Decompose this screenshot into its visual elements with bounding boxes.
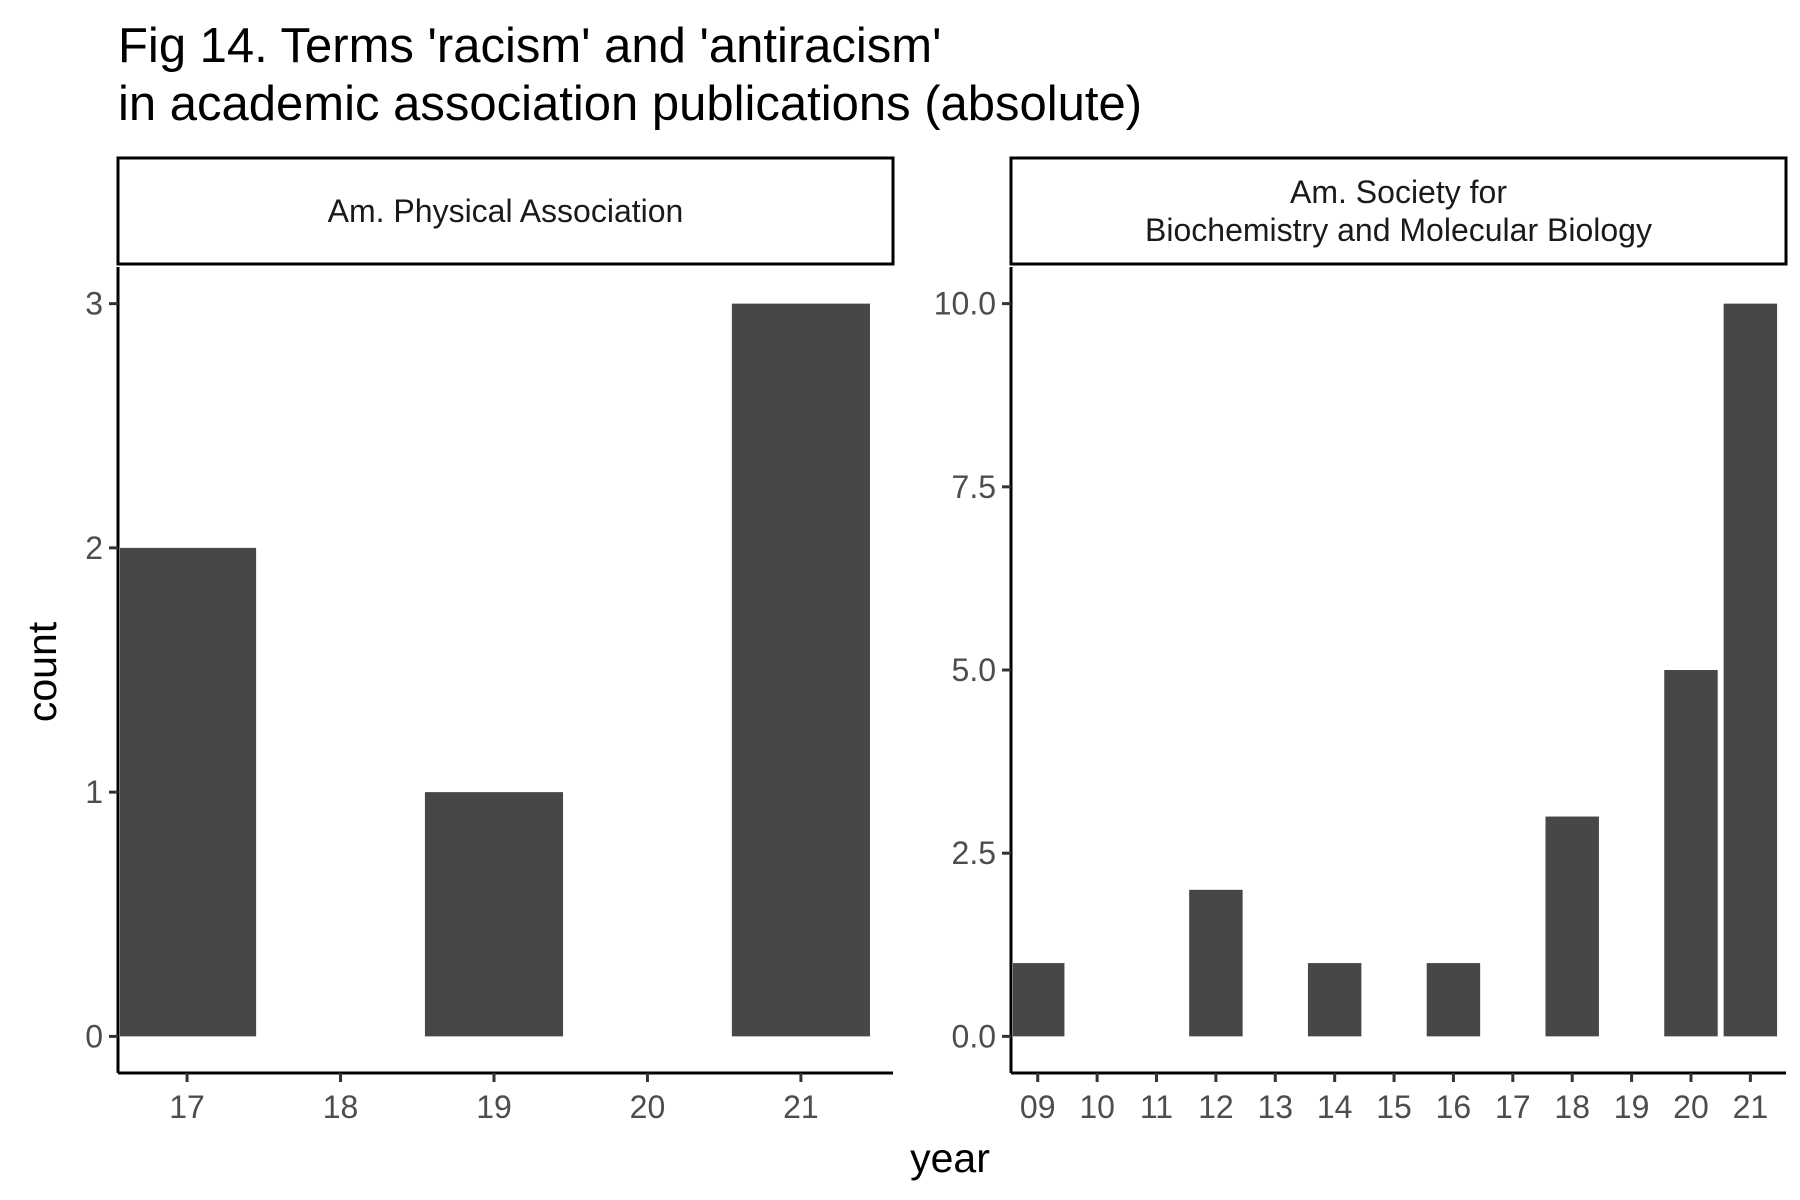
x-tick-label: 17	[1495, 1089, 1531, 1125]
bar-18	[1545, 816, 1599, 1037]
y-tick-label: 5.0	[952, 652, 996, 688]
x-tick-label: 12	[1198, 1089, 1234, 1125]
chart-title-line-1: Fig 14. Terms 'racism' and 'antiracism'	[118, 19, 941, 73]
y-tick-label: 3	[85, 286, 103, 322]
x-tick-label: 18	[1554, 1089, 1590, 1125]
chart-title-line-2: in academic association publications (ab…	[118, 77, 1142, 131]
facet-strip-label: Am. Physical Association	[328, 193, 684, 229]
bar-17	[120, 547, 257, 1037]
facet-strip-label: Biochemistry and Molecular Biology	[1145, 212, 1652, 248]
bar-16	[1426, 963, 1481, 1037]
y-tick-label: 2.5	[952, 835, 996, 871]
x-tick-label: 11	[1140, 1089, 1173, 1125]
facet-strip-box	[1009, 156, 1788, 266]
x-tick-label: 20	[1673, 1089, 1709, 1125]
bar-21	[731, 303, 870, 1037]
x-tick-label: 10	[1079, 1089, 1115, 1125]
x-tick-label: 15	[1376, 1089, 1412, 1125]
x-tick-label: 18	[323, 1089, 359, 1125]
x-tick-label: 14	[1317, 1089, 1353, 1125]
bar-21	[1723, 303, 1778, 1037]
x-tick-label: 09	[1020, 1089, 1056, 1125]
y-axis-title: count	[19, 621, 65, 722]
x-tick-label: 13	[1257, 1089, 1293, 1125]
bar-14	[1307, 963, 1362, 1037]
x-tick-label: 17	[169, 1089, 205, 1125]
y-tick-label: 1	[85, 774, 103, 810]
x-tick-label: 21	[1733, 1089, 1769, 1125]
bar-20	[1664, 670, 1718, 1037]
x-tick-label: 21	[783, 1089, 819, 1125]
facet-strip-box	[116, 156, 895, 266]
y-tick-label: 0.0	[952, 1018, 996, 1054]
y-tick-label: 2	[85, 530, 103, 566]
y-tick-label: 10.0	[934, 286, 996, 322]
facet-strip-label: Am. Society for	[1290, 174, 1507, 210]
bar-09	[1013, 963, 1065, 1037]
bar-12	[1189, 889, 1243, 1037]
y-tick-label: 0	[85, 1018, 103, 1054]
bar-19	[424, 792, 564, 1037]
x-tick-label: 19	[476, 1089, 512, 1125]
x-tick-label: 19	[1614, 1089, 1650, 1125]
facet-panel-1: Am. Physical Association 0 1 2 3 17 18 19 20 21	[85, 156, 895, 1125]
x-tick-label: 20	[630, 1089, 666, 1125]
x-axis-title: year	[910, 1135, 990, 1181]
x-tick-label: 16	[1436, 1089, 1472, 1125]
y-tick-label: 7.5	[952, 469, 996, 505]
